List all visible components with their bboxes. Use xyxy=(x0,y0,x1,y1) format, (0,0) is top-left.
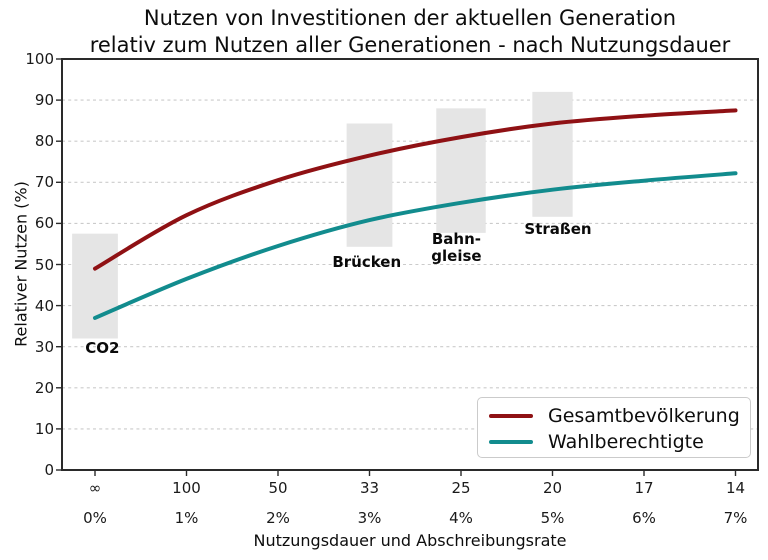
legend-entry-wahlberechtigte: Wahlberechtigte xyxy=(489,429,750,455)
band-bruecken xyxy=(346,123,393,247)
band-bahngleise xyxy=(436,108,486,233)
legend-entry-gesamtbevoelkerung: Gesamtbevölkerung xyxy=(489,403,750,429)
legend-label-wahlberechtigte: Wahlberechtigte xyxy=(548,431,704,453)
series-line-gesamtbevoelkerung xyxy=(93,108,738,271)
legend: Gesamtbevölkerung Wahlberechtigte xyxy=(477,397,751,458)
chart-title: Nutzen von Investitionen der aktuellen G… xyxy=(62,5,758,59)
band-co2 xyxy=(72,233,118,339)
legend-label-gesamtbevoelkerung: Gesamtbevölkerung xyxy=(548,405,740,427)
series-line-wahlberechtigte xyxy=(93,171,738,320)
x-axis-label: Nutzungsdauer und Abschreibungsrate xyxy=(253,531,567,550)
legend-swatch-gesamtbevoelkerung xyxy=(489,414,533,418)
chart-title-line1: Nutzen von Investitionen der aktuellen G… xyxy=(143,6,677,30)
y-axis-label: Relativer Nutzen (%) xyxy=(11,181,31,347)
chart-title-line2: relativ zum Nutzen aller Generationen - … xyxy=(89,33,731,57)
legend-swatch-wahlberechtigte xyxy=(489,440,533,444)
band-strassen xyxy=(532,91,573,217)
